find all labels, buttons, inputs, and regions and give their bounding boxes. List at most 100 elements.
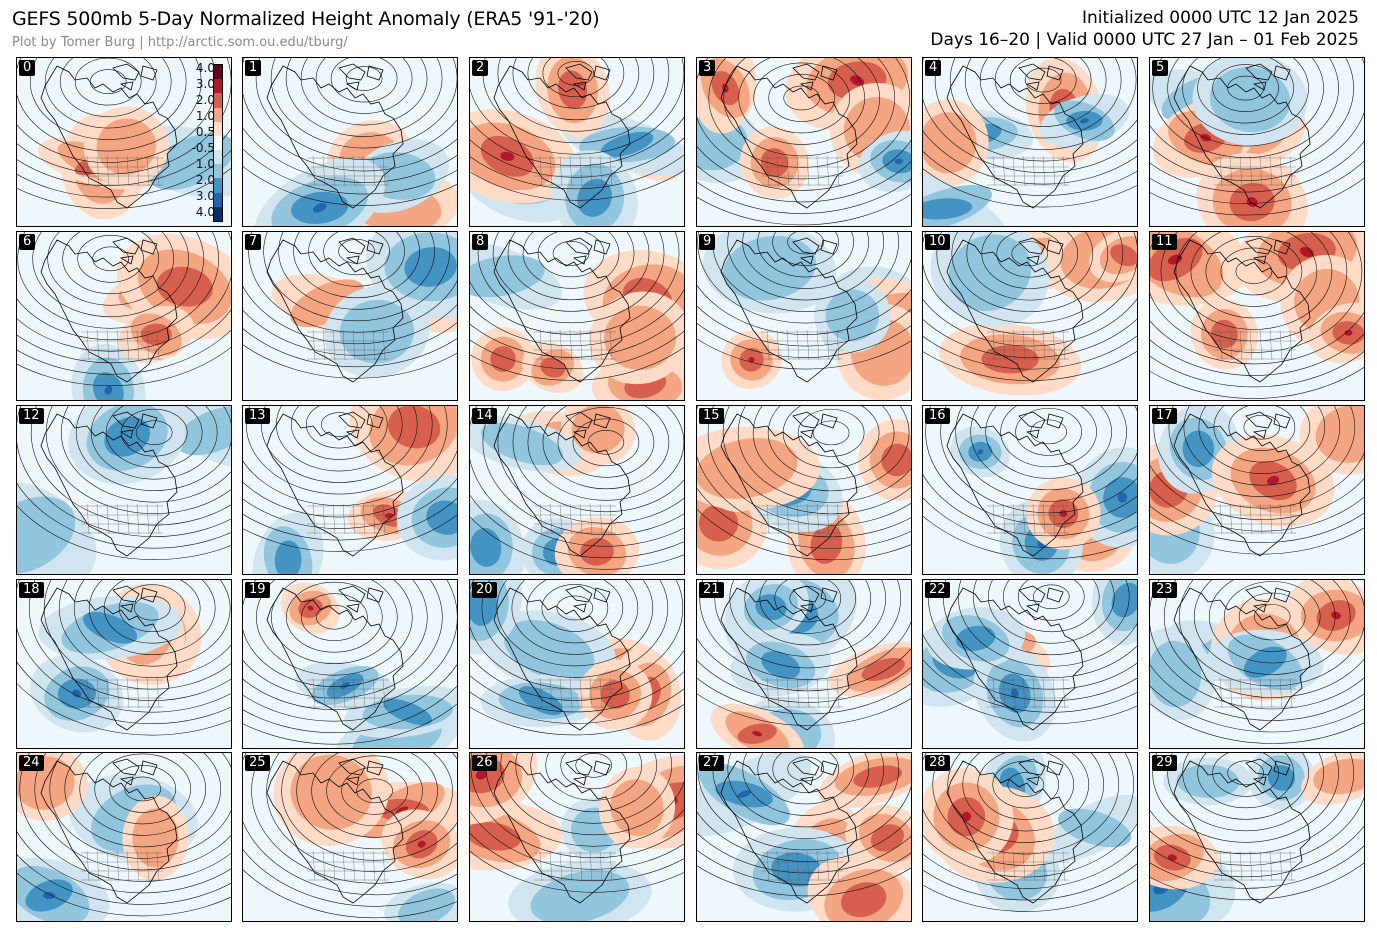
colorbar-tick-label: 3.0: [195, 77, 215, 91]
height-contour: [699, 580, 911, 680]
height-contour: [243, 664, 457, 722]
height-contour: [923, 823, 1137, 878]
height-contour: [1205, 236, 1303, 307]
height-contour: [727, 232, 884, 301]
height-contour: [17, 831, 231, 894]
height-contour: [32, 232, 189, 318]
height-contours: [697, 58, 911, 226]
ensemble-member-panel: 29: [1149, 752, 1365, 922]
height-contour: [757, 232, 854, 278]
negative-anomaly-area: [1176, 764, 1240, 799]
arctic-islands: [792, 411, 838, 439]
anomaly-shading: [1150, 753, 1364, 921]
coastline: [946, 239, 1084, 383]
height-contour: [17, 167, 231, 209]
anomaly-shading: [697, 58, 911, 199]
height-contour: [49, 753, 231, 859]
height-contour: [1223, 581, 1321, 652]
anomaly-map: [923, 580, 1137, 742]
arctic-islands: [792, 237, 838, 265]
height-contour: [135, 420, 173, 445]
height-contours: [17, 753, 231, 917]
height-contour: [470, 832, 684, 882]
ensemble-member-panel: 3: [696, 57, 912, 227]
member-number: 7: [245, 234, 262, 250]
ensemble-member-panel: 12: [16, 405, 232, 575]
height-contour: [542, 406, 670, 490]
height-contours: [697, 232, 911, 370]
member-number: 3: [699, 60, 716, 76]
height-contour: [470, 406, 684, 547]
state-borders: [1214, 155, 1296, 187]
positive-anomaly-area: [1299, 246, 1314, 258]
member-number: 0: [19, 60, 36, 76]
positive-anomaly-area: [500, 151, 515, 161]
height-contour: [1208, 580, 1336, 664]
negative-anomaly-area: [175, 406, 231, 456]
height-contour: [1175, 232, 1333, 330]
height-contour: [697, 139, 911, 191]
height-contours: [470, 58, 684, 201]
height-contour: [17, 232, 219, 341]
coastline: [40, 413, 178, 557]
anomaly-shading: [17, 406, 231, 574]
member-number: 8: [472, 234, 489, 250]
ensemble-member-panel: 26: [469, 752, 685, 922]
height-contour: [17, 872, 231, 917]
height-contour: [985, 406, 1112, 479]
height-contour: [923, 350, 1137, 381]
height-contour: [17, 683, 231, 736]
height-contour: [768, 74, 836, 122]
coastline: [720, 587, 858, 731]
height-contour: [285, 58, 443, 137]
positive-anomaly-area: [1110, 244, 1137, 267]
ensemble-member-panel: 0 4.0 3.0 2.0 1.0 0.5 -0.5 1.0 2.0 3.0 4.0: [16, 57, 232, 227]
member-number: 6: [19, 234, 36, 250]
height-contours: [923, 58, 1137, 208]
state-borders: [307, 155, 389, 187]
height-contour: [243, 406, 448, 506]
height-contour: [1152, 753, 1339, 843]
ensemble-member-panel: 17: [1149, 405, 1365, 575]
negative-anomaly-area: [530, 870, 630, 921]
arctic-islands: [792, 63, 838, 91]
height-contour: [729, 580, 887, 657]
positive-anomaly-area: [604, 305, 676, 370]
ensemble-member-panel: 5: [1149, 57, 1365, 227]
state-borders: [534, 329, 616, 361]
anomaly-map: [243, 406, 457, 574]
coastline: [493, 413, 631, 557]
height-contour: [17, 580, 231, 713]
coastline: [720, 65, 858, 209]
arctic-islands: [1245, 758, 1291, 786]
ensemble-member-panel: 4: [922, 57, 1138, 227]
height-contour: [17, 329, 231, 375]
anomaly-map: [1150, 406, 1364, 574]
arctic-islands: [112, 758, 158, 786]
height-contour: [923, 58, 1137, 173]
member-number: 1: [245, 60, 262, 76]
height-contour: [62, 232, 159, 295]
height-contour: [940, 406, 1137, 514]
coastline: [266, 239, 404, 383]
anomaly-map: [697, 232, 911, 400]
height-contour: [697, 677, 911, 715]
height-contour: [17, 505, 231, 560]
height-contour: [74, 58, 142, 106]
height-contours: [243, 753, 457, 919]
height-contour: [28, 580, 231, 701]
member-number: 10: [925, 234, 950, 250]
anomaly-map: [1150, 232, 1364, 399]
height-contour: [530, 753, 658, 813]
coastline: [1173, 413, 1311, 557]
arctic-islands: [792, 758, 838, 786]
ensemble-member-panel: 25: [242, 752, 458, 922]
arctic-islands: [1245, 411, 1291, 439]
height-contour: [17, 483, 231, 549]
state-borders: [534, 850, 616, 882]
colorbar-swatch: [214, 65, 222, 80]
height-contour: [470, 58, 684, 155]
height-contour: [470, 170, 684, 201]
height-contour: [243, 286, 457, 345]
height-contour: [1150, 825, 1364, 878]
